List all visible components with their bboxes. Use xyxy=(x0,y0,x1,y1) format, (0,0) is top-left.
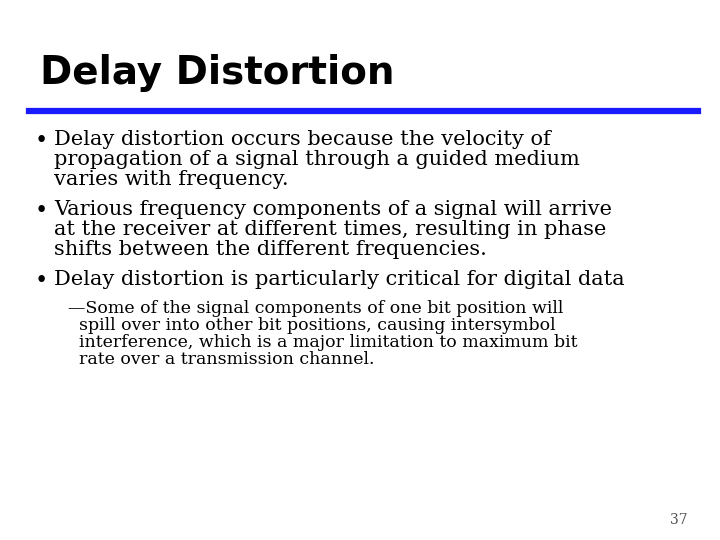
Text: at the receiver at different times, resulting in phase: at the receiver at different times, resu… xyxy=(54,220,606,239)
Text: —Some of the signal components of one bit position will: —Some of the signal components of one bi… xyxy=(68,300,564,316)
Text: propagation of a signal through a guided medium: propagation of a signal through a guided… xyxy=(54,150,580,168)
Text: 37: 37 xyxy=(670,512,688,526)
Text: shifts between the different frequencies.: shifts between the different frequencies… xyxy=(54,240,487,259)
Text: rate over a transmission channel.: rate over a transmission channel. xyxy=(68,350,375,368)
Text: •: • xyxy=(35,130,48,152)
Text: •: • xyxy=(35,269,48,292)
Text: Delay distortion occurs because the velocity of: Delay distortion occurs because the velo… xyxy=(54,130,551,148)
Text: interference, which is a major limitation to maximum bit: interference, which is a major limitatio… xyxy=(68,334,578,350)
Text: Delay Distortion: Delay Distortion xyxy=(40,54,394,92)
Text: •: • xyxy=(35,200,48,221)
Text: spill over into other bit positions, causing intersymbol: spill over into other bit positions, cau… xyxy=(68,316,556,334)
Text: Various frequency components of a signal will arrive: Various frequency components of a signal… xyxy=(54,200,612,219)
Text: Delay distortion is particularly critical for digital data: Delay distortion is particularly critica… xyxy=(54,269,625,288)
Text: varies with frequency.: varies with frequency. xyxy=(54,170,289,188)
